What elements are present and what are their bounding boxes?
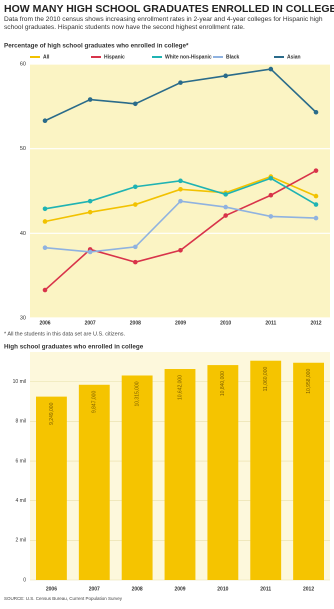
point (178, 178, 183, 184)
x-tick-label: 2012 (310, 320, 321, 326)
x-tick-label: 2006 (46, 586, 57, 592)
bar (78, 384, 110, 580)
y-tick-label: 10 mil (13, 379, 26, 385)
bar (293, 362, 324, 580)
point (268, 192, 274, 198)
point (42, 219, 48, 224)
x-tick-label: 2011 (260, 586, 271, 592)
point (87, 97, 93, 102)
point (223, 204, 228, 210)
x-tick-label: 2010 (220, 320, 231, 326)
y-tick-label: 30 (20, 315, 26, 321)
x-tick-label: 2012 (303, 586, 314, 592)
point (223, 192, 228, 197)
legend-label: White non-Hispanic (165, 54, 212, 60)
point (178, 187, 183, 192)
value-label: 10,958,000 (306, 369, 312, 394)
legend-label: All (43, 54, 50, 60)
point (313, 215, 319, 221)
bar (250, 360, 282, 580)
y-tick-label: 40 (20, 231, 26, 237)
x-tick-label: 2006 (39, 320, 50, 326)
point (133, 244, 138, 250)
value-label: 10,840,000 (220, 371, 226, 396)
y-tick-label: 6 mil (15, 458, 26, 464)
value-label: 9,847,000 (92, 391, 98, 413)
point (42, 245, 48, 251)
footnote: * All the students in this data set are … (4, 331, 126, 337)
point (313, 202, 319, 207)
point (42, 118, 48, 124)
bar (36, 396, 67, 580)
point (133, 259, 138, 265)
x-tick-label: 2009 (174, 586, 185, 592)
legend-label: Hispanic (104, 54, 125, 60)
point (313, 168, 319, 173)
chart-label: High school graduates who enrolled in co… (4, 344, 144, 351)
point (87, 209, 93, 215)
bar (121, 375, 153, 580)
value-label: 11,060,000 (263, 367, 269, 392)
point (133, 101, 138, 107)
value-label: 10,642,000 (177, 375, 183, 400)
y-tick-label: 8 mil (15, 419, 26, 425)
point (178, 247, 183, 253)
point (178, 198, 183, 204)
title: HOW MANY HIGH SCHOOL GRADUATES ENROLLED … (4, 3, 334, 15)
y-tick-label: 0 (23, 577, 26, 583)
x-tick-label: 2008 (130, 320, 141, 326)
point (223, 73, 228, 79)
value-label: 9,249,000 (49, 402, 55, 424)
subtitle: Data from the 2010 census shows increasi… (4, 16, 323, 31)
legend-label: Black (226, 54, 240, 60)
x-tick-label: 2009 (175, 320, 186, 326)
x-tick-label: 2011 (265, 320, 276, 326)
bar (164, 369, 196, 580)
point (313, 193, 319, 199)
point (268, 176, 274, 181)
source: SOURCE: U.S. Census Bureau, Current Popu… (4, 596, 123, 601)
point (268, 66, 274, 72)
x-tick-label: 2010 (217, 586, 228, 592)
point (313, 109, 319, 115)
x-tick-label: 2008 (132, 586, 143, 592)
y-tick-label: 60 (20, 61, 26, 67)
point (42, 206, 48, 212)
point (178, 80, 183, 85)
x-tick-label: 2007 (89, 586, 100, 592)
point (87, 249, 93, 255)
bar (207, 365, 239, 580)
x-tick-label: 2007 (85, 320, 96, 326)
point (42, 287, 48, 293)
y-tick-label: 4 mil (15, 498, 26, 504)
y-tick-label: 50 (20, 146, 26, 152)
point (133, 202, 138, 207)
point (87, 198, 93, 204)
legend-label: Asian (287, 54, 301, 60)
point (268, 214, 274, 219)
point (223, 213, 228, 218)
value-label: 10,315,000 (134, 381, 140, 406)
y-tick-label: 2 mil (15, 538, 26, 544)
point (133, 184, 138, 190)
chart-label: Percentage of high school graduates who … (4, 43, 189, 50)
